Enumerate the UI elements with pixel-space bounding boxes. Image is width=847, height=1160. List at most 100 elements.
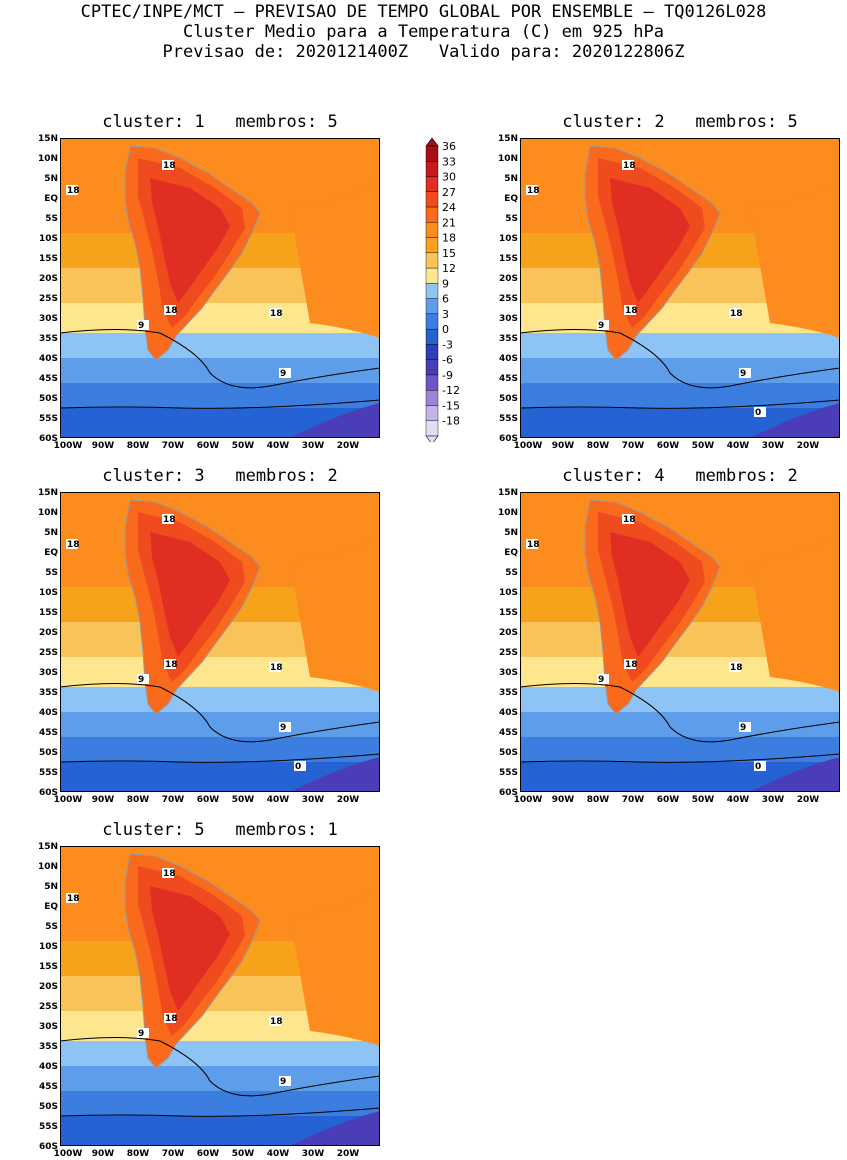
temperature-band [520,358,840,383]
svg-text:9: 9 [138,321,144,331]
latitude-tick-label: EQ [44,194,58,204]
longitude-tick-label: 40W [267,1149,290,1159]
temperature-band [60,1091,380,1116]
cold-region [290,757,380,792]
latitude-tick-label: 20S [39,982,58,992]
contour-label: 18 [269,308,283,319]
latitude-tick-label: 55S [39,768,58,778]
latitude-tick-label: 10S [499,588,518,598]
latitude-tick-label: 60S [499,434,518,443]
colorbar-segment [425,176,439,192]
svg-text:9: 9 [598,321,604,331]
latitude-tick-label: 15S [499,254,518,264]
svg-text:9: 9 [598,675,604,685]
colorbar-segment [425,222,439,238]
latitude-tick-label: 55S [39,1122,58,1132]
colorbar-label: 0 [442,323,449,336]
map-canvas: 18 18 18 18 9 9 [60,846,380,1146]
svg-text:9: 9 [740,369,746,379]
continent-core-area [150,886,230,1011]
contour-label: 9 [597,674,609,685]
svg-text:18: 18 [67,540,80,550]
longitude-tick-label: 100W [514,441,543,451]
longitude-tick-label: 100W [54,795,83,805]
coastline [124,853,261,1069]
longitude-tick-label: 20W [797,441,820,451]
latitude-tick-label: EQ [44,548,58,558]
latitude-tick-label: 10S [499,234,518,244]
longitude-tick-label: 60W [657,795,680,805]
latitude-tick-label: 35S [39,688,58,698]
svg-text:18: 18 [163,515,176,525]
contour-label: 9 [137,674,149,685]
temperature-band [60,712,380,737]
temperature-band [520,712,840,737]
latitude-tick-label: 35S [499,334,518,344]
contour-label: 9 [137,320,149,331]
contour-line [520,329,840,389]
temperature-band [60,333,380,358]
contour-label: 18 [164,659,178,670]
colorbar-segment [425,191,439,208]
map-border [60,138,380,438]
svg-text:18: 18 [527,540,540,550]
latitude-tick-label: 35S [39,1042,58,1052]
temperature-band [60,1066,380,1091]
latitude-tick-label: 25S [39,294,58,304]
latitude-tick-label: 50S [39,1102,58,1112]
svg-text:18: 18 [163,161,176,171]
colorbar-segment [425,328,439,345]
cold-region [290,403,380,438]
longitude-tick-label: 40W [267,795,290,805]
contour-label: 9 [279,368,291,379]
map-panel-4: 18 18 18 18 9 9 0 15N 10N 5N EQ 5S 10S 15S 20S 25S 30S 35… [498,488,840,805]
warm-ocean-region [290,886,380,1046]
latitude-tick-label: 15S [499,608,518,618]
colorbar-label: 3 [442,308,449,321]
latitude-tick-label: 60S [39,434,58,443]
warm-ocean-region [290,532,380,692]
contour-label: 9 [137,1028,149,1039]
contour-line [520,399,840,409]
map-border [60,846,380,1146]
latitude-tick-label: 45S [39,1082,58,1092]
longitude-tick-label: 70W [162,1149,185,1159]
longitude-tick-label: 30W [302,795,325,805]
temperature-band [520,687,840,712]
cold-region [750,403,840,438]
longitude-tick-label: 60W [197,1149,220,1159]
latitude-tick-label: 15N [38,842,58,852]
latitude-tick-label: 25S [499,294,518,304]
coastline [124,145,261,361]
svg-text:0: 0 [755,408,761,418]
latitude-tick-label: 15N [498,134,518,144]
colorbar-segment [425,405,439,421]
map-canvas: 18 18 18 18 9 9 0 [520,492,840,792]
colorbar-segment [425,390,439,406]
svg-text:18: 18 [163,869,176,879]
contour-label: 18 [162,514,176,525]
contour-line [60,683,380,743]
map-panel-1: 18 18 18 18 9 9 15N 10N 5N EQ 5S 10S 15S 20S 25S 30S 35S… [38,134,380,451]
longitude-axis: 100W 90W 80W 70W 60W 50W 40W 30W 20W [514,795,820,805]
temperature-band [60,383,380,408]
latitude-tick-label: 30S [499,314,518,324]
longitude-tick-label: 100W [514,795,543,805]
latitude-tick-label: 5S [45,568,58,578]
latitude-tick-label: 10S [39,588,58,598]
longitude-tick-label: 60W [197,441,220,451]
map-panel-3: 18 18 18 18 9 9 0 15N 10N 5N EQ 5S 10S 15S 20S 25S 30S 35… [38,488,380,805]
latitude-tick-label: 35S [39,334,58,344]
latitude-tick-label: 5S [45,922,58,932]
latitude-tick-label: 5S [505,568,518,578]
contour-label: 18 [164,305,178,316]
latitude-tick-label: 20S [39,274,58,284]
latitude-tick-label: 10N [498,508,518,518]
colorbar-label: -3 [442,338,453,351]
latitude-tick-label: 5S [505,214,518,224]
contour-label: 9 [279,722,291,733]
colorbar-label: -18 [442,415,460,428]
longitude-axis: 100W 90W 80W 70W 60W 50W 40W 30W 20W [54,1149,360,1159]
contour-label: 0 [754,407,766,418]
contour-label: 18 [66,893,80,904]
